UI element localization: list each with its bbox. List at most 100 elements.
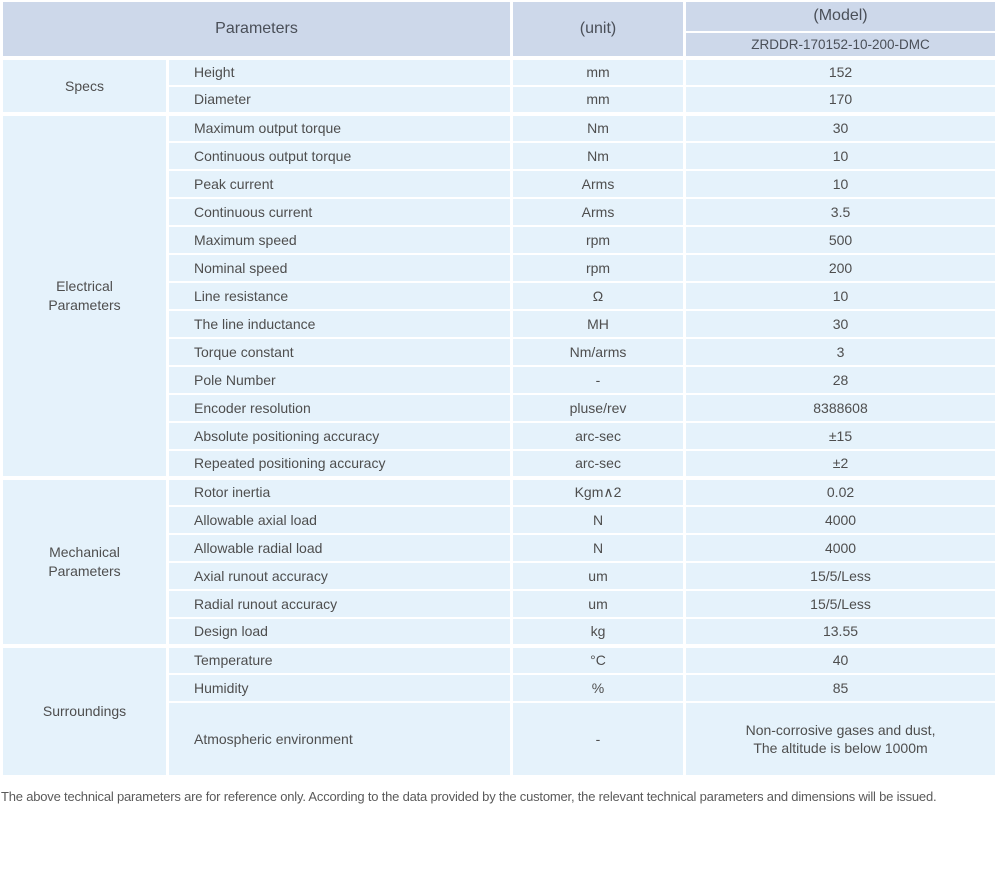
value-cell: 152	[683, 56, 998, 87]
value-cell: 13.55	[683, 617, 998, 647]
param-name-cell: Continuous current	[165, 197, 514, 227]
param-name-cell: Rotor inertia	[165, 476, 514, 507]
table-row: Humidity% 85	[2, 673, 998, 703]
unit-cell: Kgm∧2	[510, 476, 687, 507]
value-cell: 15/5/Less	[683, 589, 998, 619]
table-row: Specs Height mm 152	[0, 56, 998, 115]
header-row-model: ZRDDR-170152-10-200-DMC	[2, 31, 998, 59]
value-cell: 8388608	[683, 393, 998, 423]
footnote: The above technical parameters are for r…	[1, 789, 937, 804]
param-name-cell: Nominal speed	[165, 253, 514, 283]
unit-cell: °C	[510, 644, 687, 675]
param-name-cell: Allowable axial load	[165, 505, 514, 535]
table-row: Continuous output torque Nm 10	[2, 141, 998, 171]
value-cell: 500	[683, 225, 998, 255]
value-cell: 3	[683, 337, 998, 367]
model-number: ZRDDR-170152-10-200-DMC	[683, 31, 998, 59]
table-row: Pole Number -28	[2, 365, 998, 395]
unit-cell: N	[510, 533, 687, 563]
unit-cell: Nm	[510, 141, 687, 171]
param-name-cell: Torque constant	[165, 337, 514, 367]
table-row: Surroundings Temperature °C 40	[0, 644, 998, 777]
value-cell: 15/5/Less	[683, 561, 998, 591]
unit-cell: Nm	[510, 112, 687, 143]
unit-cell: kg	[510, 617, 687, 647]
unit-cell: MH	[510, 309, 687, 339]
value-cell: ±15	[683, 421, 998, 451]
unit-cell: -	[510, 701, 687, 777]
spec-table-header: Parameters (unit) (Model) ZRDDR-170152-1…	[0, 0, 998, 59]
param-name-cell: Absolute positioning accuracy	[165, 421, 514, 451]
spec-table-body: Specs Height mm 152 Diameter mm 170 Electrical …	[0, 56, 998, 777]
table-row: Repeated positioning accuracy arc-sec ±2	[2, 449, 998, 479]
param-name-cell: Pole Number	[165, 365, 514, 395]
table-row: The line inductance MH 30	[2, 309, 998, 339]
table-row: Absolute positioning accuracy arc-sec ±15	[2, 421, 998, 451]
category-cell: Surroundings	[0, 644, 169, 777]
unit-cell: rpm	[510, 253, 687, 283]
value-cell: 10	[683, 169, 998, 199]
unit-cell: Arms	[510, 197, 687, 227]
unit-cell: %	[510, 673, 687, 703]
param-name-cell: Line resistance	[165, 281, 514, 311]
table-row: Peak current Arms 10	[2, 169, 998, 199]
unit-cell: arc-sec	[510, 421, 687, 451]
value-cell: 28	[683, 365, 998, 395]
unit-cell: Nm/arms	[510, 337, 687, 367]
param-name-cell: Continuous output torque	[165, 141, 514, 171]
category-cell: Electrical Parameters	[0, 112, 169, 479]
param-name-cell: Axial runout accuracy	[165, 561, 514, 591]
param-name-cell: Atmospheric environment	[165, 701, 514, 777]
param-name-cell: Radial runout accuracy	[165, 589, 514, 619]
value-cell: 0.02	[683, 476, 998, 507]
value-cell: 40	[683, 644, 998, 675]
param-name-cell: Maximum speed	[165, 225, 514, 255]
value-cell: 30	[683, 112, 998, 143]
table-row: Atmospheric environment - Non-corrosive ga…	[2, 701, 998, 777]
column-header-parameters: Parameters	[0, 0, 514, 59]
table-row: Torque constant Nm/arms 3	[2, 337, 998, 367]
unit-cell: rpm	[510, 225, 687, 255]
unit-cell: mm	[510, 56, 687, 87]
param-name-cell: Humidity	[165, 673, 514, 703]
table-row: Maximum speed rpm 500	[2, 225, 998, 255]
unit-cell: pluse/rev	[510, 393, 687, 423]
header-row-top: Parameters (unit) (Model)	[0, 0, 998, 59]
value-cell: 3.5	[683, 197, 998, 227]
value-cell: 200	[683, 253, 998, 283]
table-row: Axial runout accuracy um 15/5/Less	[2, 561, 998, 591]
value-cell: 170	[683, 85, 998, 115]
unit-cell: N	[510, 505, 687, 535]
table-row: Radial runout accuracy um 15/5/Less	[2, 589, 998, 619]
unit-cell: um	[510, 589, 687, 619]
value-cell: 4000	[683, 533, 998, 563]
value-cell: 30	[683, 309, 998, 339]
table-row: Mechanical Parameters Rotor inertia Kgm∧2 0…	[0, 476, 998, 647]
column-header-model: (Model)	[683, 0, 998, 33]
unit-cell: Ω	[510, 281, 687, 311]
table-row: Diameter mm 170	[2, 85, 998, 115]
param-name-cell: Peak current	[165, 169, 514, 199]
unit-cell: Arms	[510, 169, 687, 199]
table-row: Allowable axial load N 4000	[2, 505, 998, 535]
unit-cell: -	[510, 365, 687, 395]
param-name-cell: Diameter	[165, 85, 514, 115]
value-cell: 10	[683, 141, 998, 171]
value-cell: 4000	[683, 505, 998, 535]
table-row: Encoder resolution pluse/rev 8388608	[2, 393, 998, 423]
column-header-unit: (unit)	[510, 0, 687, 59]
table-row: Nominal speed rpm 200	[2, 253, 998, 283]
param-name-cell: Maximum output torque	[165, 112, 514, 143]
unit-cell: mm	[510, 85, 687, 115]
table-row: Electrical Parameters Maximum output torq…	[0, 112, 998, 479]
value-cell: 10	[683, 281, 998, 311]
value-cell: ±2	[683, 449, 998, 479]
param-name-cell: Design load	[165, 617, 514, 647]
unit-cell: um	[510, 561, 687, 591]
category-cell: Mechanical Parameters	[0, 476, 169, 647]
category-cell: Specs	[0, 56, 169, 115]
value-cell: Non-corrosive gases and dust, The altitu…	[683, 701, 998, 777]
table-row: Design load kg 13.55	[2, 617, 998, 647]
table-row: Continuous current Arms 3.5	[2, 197, 998, 227]
